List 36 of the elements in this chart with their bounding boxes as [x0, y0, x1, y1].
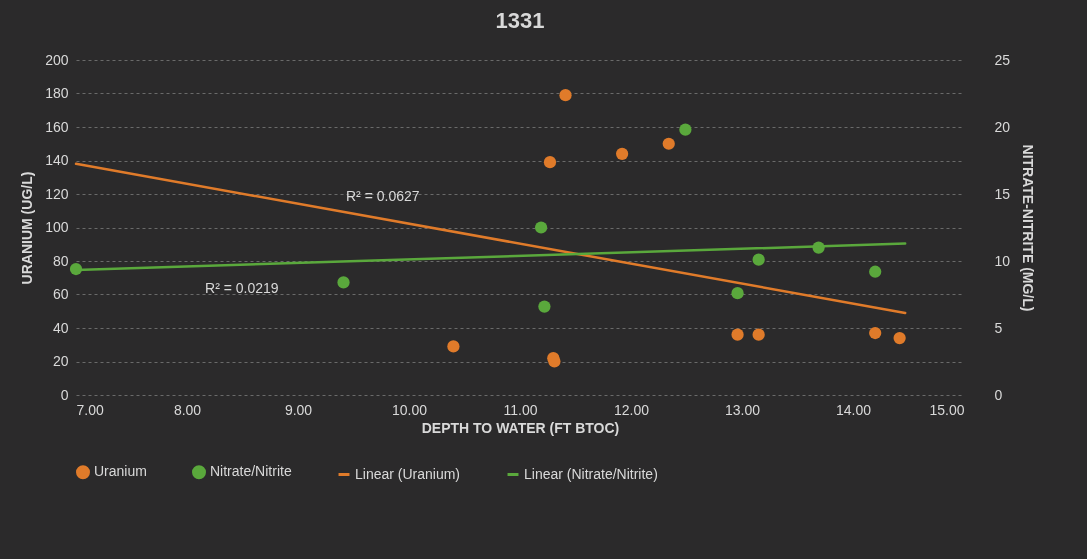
x-tick-label: 13.00	[724, 401, 761, 418]
y2-axis-title: NITRATE-NITRITE (MG/L)	[1020, 144, 1037, 312]
y-tick-label: 60	[52, 286, 69, 302]
y2-tick-label: 25	[994, 51, 1011, 68]
legend-label: Nitrate/Nitrite	[210, 463, 292, 480]
y2-tick-label: 10	[994, 252, 1011, 269]
y-axis-title: URANIUM (UG/L)	[19, 171, 36, 285]
chart-title: 1331	[495, 8, 545, 33]
y-tick-label: 40	[52, 319, 69, 336]
y-tick-label: 80	[52, 252, 69, 269]
y2-tick-label: 20	[994, 118, 1011, 135]
x-tick-label: 9.00	[284, 401, 313, 418]
y-tick-label: 20	[52, 353, 69, 369]
y-tick-label: 200	[45, 51, 69, 68]
legend-label: Linear (Nitrate/Nitrite)	[524, 465, 658, 482]
x-tick-label: 11.00	[503, 401, 538, 418]
annotation: R² = 0.0219	[205, 279, 279, 296]
x-axis-title: DEPTH TO WATER (FT BTOC)	[421, 419, 620, 436]
y2-tick-label: 15	[994, 185, 1011, 202]
legend-label: Linear (Uranium)	[355, 465, 461, 482]
annotation: R² = 0.0627	[346, 188, 420, 205]
y2-tick-label: 5	[994, 319, 1003, 336]
x-tick-label: 7.00	[76, 401, 104, 418]
y-tick-label: 0	[60, 386, 69, 403]
y-tick-label: 140	[45, 152, 69, 168]
y-tick-label: 160	[45, 118, 69, 135]
y-tick-label: 100	[45, 219, 69, 235]
x-tick-label: 10.00	[391, 401, 428, 418]
y-tick-label: 180	[45, 85, 69, 101]
x-tick-label: 14.00	[835, 401, 872, 418]
x-tick-label: 8.00	[173, 401, 202, 418]
y2-tick-label: 0	[994, 386, 1003, 403]
x-tick-label: 12.00	[613, 401, 650, 418]
x-tick-label: 15.00	[929, 401, 965, 418]
y-tick-label: 120	[45, 185, 69, 202]
legend-label: Uranium	[94, 463, 147, 480]
